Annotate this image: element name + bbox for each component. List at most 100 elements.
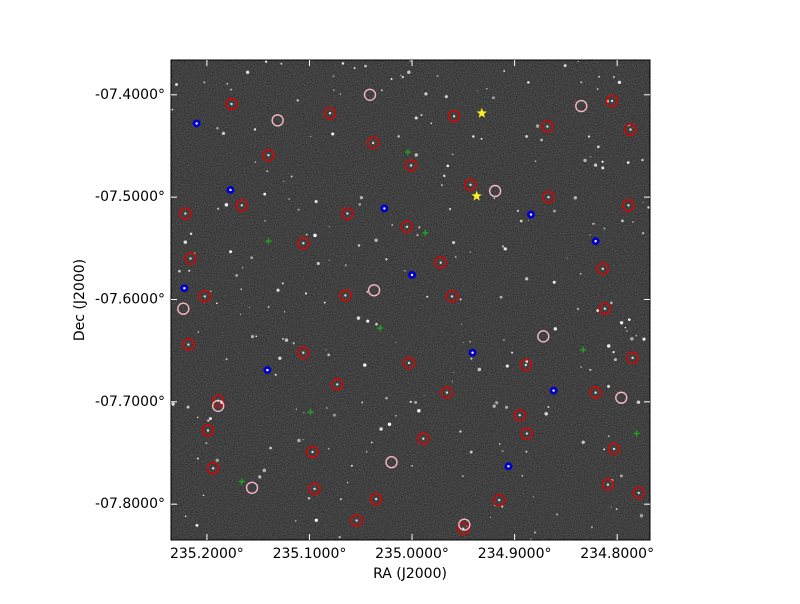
field-star	[171, 108, 174, 111]
field-star	[451, 153, 454, 156]
field-star	[472, 135, 475, 138]
field-star	[245, 70, 250, 74]
field-star	[639, 514, 644, 518]
field-star	[626, 330, 628, 332]
dot-center	[183, 287, 186, 290]
ring-center	[445, 391, 449, 394]
field-star	[556, 513, 559, 516]
ring	[201, 424, 215, 437]
field-star	[184, 515, 187, 518]
field-star	[323, 301, 326, 304]
ring-center	[211, 467, 215, 470]
field-star	[576, 307, 580, 311]
ring	[541, 120, 554, 133]
ring-center	[313, 487, 316, 491]
x-tick-label: 235.1000°	[273, 546, 347, 562]
field-star	[254, 161, 257, 163]
source-dot	[180, 284, 189, 293]
field-star	[566, 257, 568, 259]
ring-center	[637, 491, 640, 495]
field-star	[196, 416, 199, 419]
source-ring	[400, 220, 414, 234]
field-star	[647, 206, 650, 209]
ring-center	[206, 429, 210, 432]
field-star	[636, 400, 641, 404]
ring	[225, 97, 238, 111]
field-star	[314, 199, 318, 204]
field-star	[339, 498, 342, 501]
ring	[601, 478, 615, 491]
field-star	[498, 443, 501, 445]
dot-center	[195, 122, 198, 125]
source-circle	[458, 518, 471, 531]
field-star	[366, 319, 370, 323]
field-star	[328, 226, 330, 228]
ring-center	[328, 112, 332, 115]
field-star	[596, 88, 599, 90]
field-star	[590, 156, 592, 158]
source-ring	[330, 378, 344, 391]
ring-center	[311, 450, 314, 454]
field-star	[241, 266, 244, 269]
field-star	[612, 76, 615, 79]
field-star	[253, 128, 257, 131]
field-star	[469, 450, 473, 454]
field-star	[224, 203, 229, 207]
ring-center	[439, 261, 442, 264]
source-ring	[605, 94, 619, 108]
field-star	[229, 250, 233, 254]
y-tick-label: -07.4000°	[95, 87, 165, 103]
source-ring	[184, 252, 197, 265]
source-dot	[527, 210, 536, 219]
field-star	[534, 160, 537, 162]
dot-center	[529, 213, 533, 216]
field-star	[610, 506, 612, 508]
source-ring	[308, 482, 321, 496]
field-star	[583, 158, 587, 163]
field-star	[453, 372, 455, 374]
field-star	[632, 221, 634, 223]
source-ring	[542, 190, 555, 204]
source-plus	[404, 149, 411, 156]
field-star	[216, 127, 219, 130]
field-star	[501, 505, 504, 508]
dot-center	[594, 239, 597, 243]
source-ring	[601, 478, 615, 491]
field-star	[297, 208, 300, 211]
plot-frame	[170, 59, 651, 541]
field-star	[390, 77, 393, 80]
field-star	[409, 400, 412, 403]
source-ring	[306, 445, 319, 459]
field-star	[444, 95, 448, 99]
source-dot	[591, 237, 600, 246]
field-star	[171, 402, 175, 406]
ring-center	[525, 432, 529, 435]
field-star	[357, 244, 361, 247]
field-star	[603, 448, 606, 451]
x-axis-label: RA (J2000)	[373, 566, 447, 582]
field-star	[499, 295, 503, 299]
field-star	[641, 232, 645, 235]
source-star	[471, 190, 482, 201]
field-star	[344, 264, 347, 267]
field-star	[477, 367, 482, 372]
field-star	[624, 326, 627, 329]
markers	[177, 88, 645, 535]
source-ring	[182, 338, 195, 351]
ring-center	[546, 125, 549, 128]
source-ring	[513, 408, 526, 422]
field-star	[353, 67, 356, 70]
field-star	[459, 298, 462, 301]
field-star	[477, 90, 479, 92]
field-star	[615, 508, 618, 511]
source-plus	[307, 409, 314, 416]
source-circle	[363, 88, 377, 101]
field-star	[452, 241, 456, 245]
ring	[308, 482, 321, 496]
field-star	[493, 197, 496, 200]
field-star	[207, 419, 210, 422]
source-ring	[402, 356, 416, 370]
field-star	[240, 288, 243, 291]
field-star	[235, 274, 239, 277]
